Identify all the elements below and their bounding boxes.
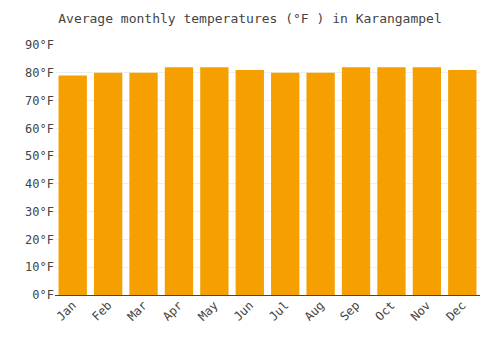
svg-text:Average monthly temperatures (: Average monthly temperatures (°F ) in Ka…: [58, 11, 442, 26]
svg-text:Aug: Aug: [302, 298, 327, 323]
svg-text:Jan: Jan: [54, 298, 79, 323]
svg-text:80°F: 80°F: [25, 66, 54, 80]
svg-text:Oct: Oct: [373, 298, 398, 323]
svg-text:30°F: 30°F: [25, 205, 54, 219]
svg-text:10°F: 10°F: [25, 260, 54, 274]
svg-text:60°F: 60°F: [25, 122, 54, 136]
svg-text:Feb: Feb: [89, 298, 114, 323]
svg-text:0°F: 0°F: [32, 288, 54, 302]
svg-text:20°F: 20°F: [25, 233, 54, 247]
svg-text:70°F: 70°F: [25, 94, 54, 108]
svg-text:50°F: 50°F: [25, 149, 54, 163]
svg-text:Sep: Sep: [337, 298, 362, 323]
svg-text:Dec: Dec: [443, 298, 468, 323]
svg-text:Mar: Mar: [125, 298, 150, 323]
svg-text:Jun: Jun: [231, 298, 256, 323]
svg-text:May: May: [196, 298, 221, 323]
svg-text:90°F: 90°F: [25, 38, 54, 52]
svg-text:Jul: Jul: [266, 298, 291, 323]
svg-text:Nov: Nov: [408, 298, 433, 323]
svg-text:40°F: 40°F: [25, 177, 54, 191]
svg-text:Apr: Apr: [160, 298, 185, 323]
